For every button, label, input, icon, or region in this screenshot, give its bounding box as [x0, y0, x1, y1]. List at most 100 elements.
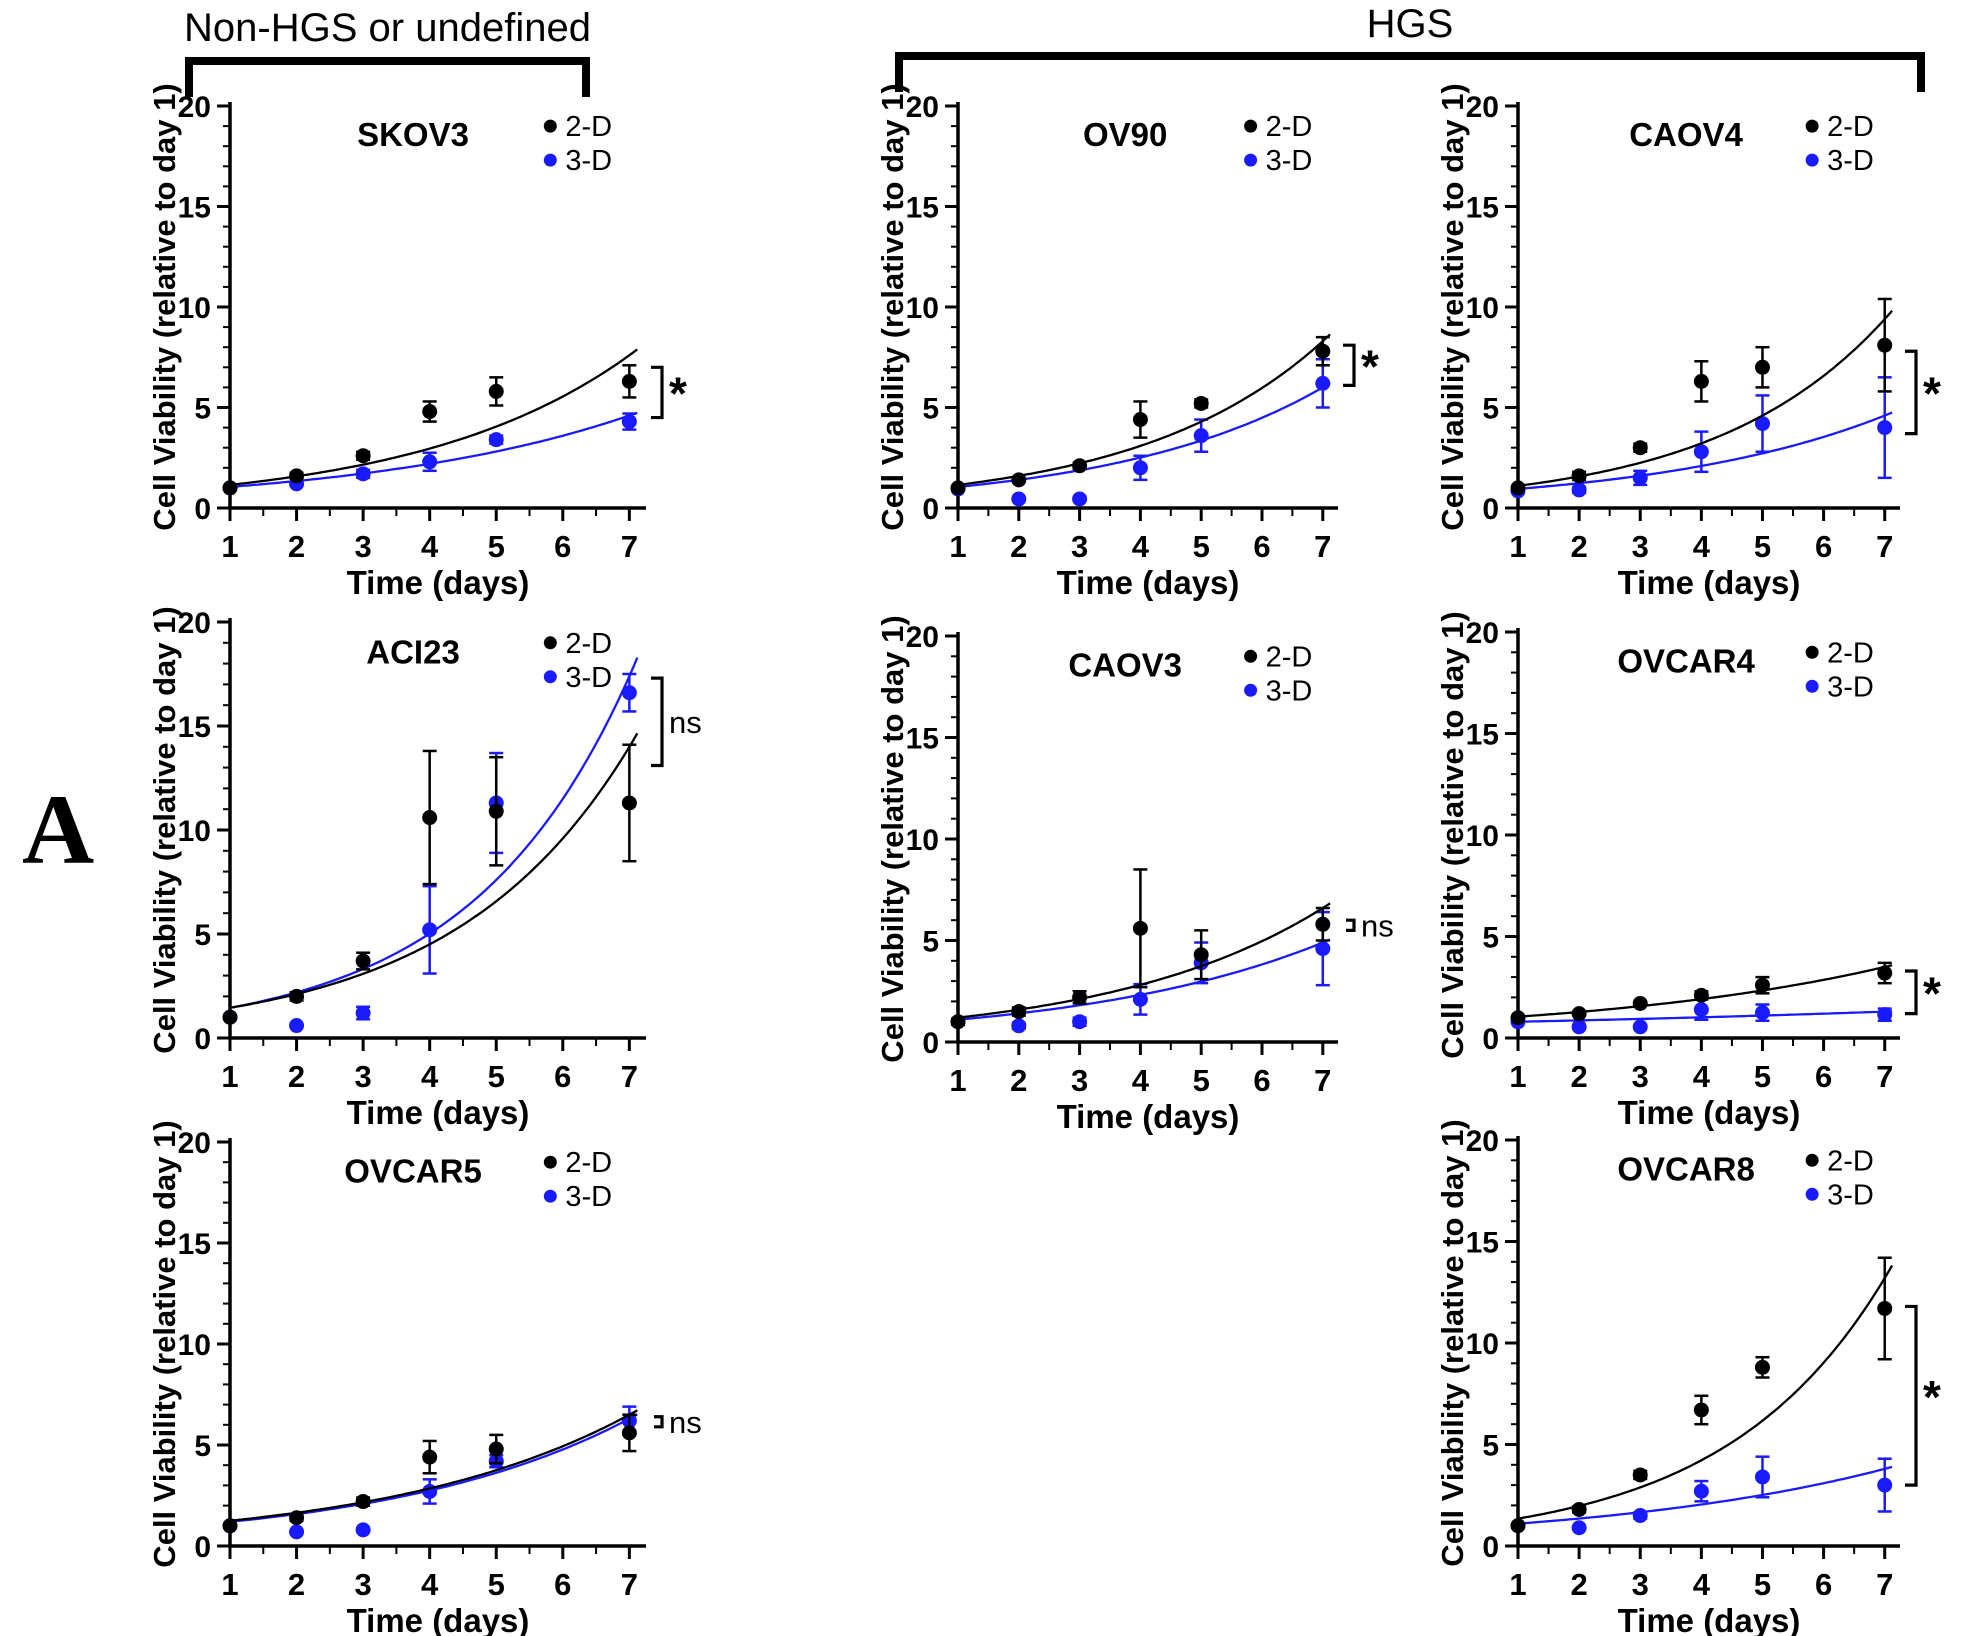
- x-tick-label: 2: [1010, 1063, 1027, 1098]
- legend-dot-3-D: [543, 153, 557, 167]
- hgs-bracket-left-end: [895, 52, 903, 92]
- data-point-2-D-day1: [1510, 480, 1526, 496]
- data-point-3-D-day3: [355, 1522, 371, 1538]
- chart-skov3: 0 5 10 15 20 1 2 3 4 5 6 7 Time (days) Cell Viability…: [147, 83, 710, 601]
- x-tick-label: 3: [354, 1059, 371, 1094]
- x-tick-label: 3: [1632, 529, 1649, 564]
- x-tick-label: 5: [488, 1567, 505, 1602]
- data-point-3-D-day7: [621, 685, 637, 701]
- significance-bracket: [1905, 969, 1918, 1016]
- x-tick-label: 1: [949, 529, 966, 564]
- data-point-2-D-day1: [222, 480, 238, 496]
- significance-bracket: [1346, 918, 1356, 932]
- significance-label: *: [669, 367, 687, 419]
- data-point-3-D-day2: [289, 1524, 305, 1540]
- x-tick-label: 5: [488, 529, 505, 564]
- legend-label-2-D: 2-D: [565, 628, 612, 660]
- data-point-2-D-day4: [1132, 920, 1148, 936]
- data-point-2-D-day4: [422, 810, 438, 826]
- significance-label: ns: [669, 705, 702, 740]
- legend-dot-3-D: [1805, 679, 1819, 693]
- x-tick-label: 1: [1509, 1059, 1526, 1094]
- x-tick-label: 7: [621, 529, 638, 564]
- data-point-2-D-day5: [1754, 977, 1770, 993]
- data-point-2-D-day2: [289, 1510, 305, 1526]
- x-tick-label: 3: [354, 529, 371, 564]
- y-tick-label: 0: [194, 493, 211, 526]
- legend-dot-2-D: [1805, 119, 1819, 133]
- x-tick-label: 3: [1632, 1567, 1649, 1602]
- data-point-2-D-day5: [488, 803, 504, 819]
- x-tick-label: 2: [1570, 1059, 1587, 1094]
- data-point-2-D-day7: [621, 1425, 637, 1441]
- data-point-3-D-day2: [1571, 1520, 1587, 1536]
- legend-item-3-D: 3-D: [1244, 145, 1312, 177]
- legend-item-3-D: 3-D: [1244, 675, 1312, 707]
- legend-dot-2-D: [1244, 119, 1258, 133]
- y-tick-label: 10: [906, 292, 939, 325]
- fit-curve-3-D: [229, 1413, 638, 1523]
- chart-ov90: 0 5 10 15 20 1 2 3 4 5 6 7 Time (days) Cell Viability…: [875, 83, 1402, 601]
- legend-dot-3-D: [1244, 153, 1258, 167]
- chart-title: OVCAR4: [1617, 643, 1755, 680]
- legend-item-3-D: 3-D: [543, 662, 612, 694]
- series-2-D: [222, 743, 637, 1025]
- legend-label-2-D: 2-D: [1827, 637, 1874, 669]
- non-hgs-bracket-left-end: [185, 57, 193, 97]
- data-point-2-D-day1: [1510, 1518, 1526, 1534]
- significance-label: ns: [669, 1405, 702, 1440]
- chart-ovcar4: 0 5 10 15 20 1 2 3 4 5 6 7 Time (days) Cell Viability…: [1435, 611, 1964, 1131]
- series-2-D: [1510, 1256, 1893, 1534]
- significance-bracket: [654, 1415, 664, 1429]
- legend-item-2-D: 2-D: [543, 628, 612, 660]
- data-point-2-D-day5: [1754, 1359, 1770, 1375]
- data-point-2-D-day4: [1132, 412, 1148, 428]
- data-point-2-D-day4: [422, 404, 438, 420]
- x-tick-label: 6: [1815, 529, 1832, 564]
- data-point-3-D-day2: [1011, 491, 1027, 507]
- group-header-hgs: HGS: [1366, 2, 1454, 46]
- fit-curve-3-D: [229, 657, 639, 1009]
- x-tick-label: 2: [288, 1059, 305, 1094]
- fit-curve-2-D: [1517, 310, 1893, 488]
- data-point-2-D-day4: [1693, 987, 1709, 1003]
- data-point-3-D-day5: [1754, 1005, 1770, 1021]
- data-point-2-D-day2: [1571, 468, 1587, 484]
- y-tick-label: 5: [1482, 393, 1499, 426]
- data-point-2-D-day3: [355, 448, 371, 464]
- y-tick-label: 10: [178, 1329, 211, 1362]
- x-tick-label: 2: [1570, 1567, 1587, 1602]
- y-tick-label: 20: [1466, 617, 1499, 650]
- x-tick-label: 5: [1754, 529, 1771, 564]
- chart-caov3: 0 5 10 15 20 1 2 3 4 5 6 7 Time (days) Cell Viability…: [875, 615, 1402, 1135]
- y-tick-label: 10: [906, 824, 939, 857]
- x-tick-label: 6: [554, 1567, 571, 1602]
- series-3-D: [1510, 1455, 1893, 1536]
- x-tick-label: 4: [1693, 1567, 1711, 1602]
- y-axis-title: Cell Viability (relative to day 1): [875, 615, 910, 1062]
- x-axis-title: Time (days): [347, 1602, 530, 1636]
- legend-label-3-D: 3-D: [1266, 675, 1313, 707]
- x-tick-label: 1: [221, 529, 238, 564]
- legend-label-2-D: 2-D: [565, 1147, 612, 1179]
- y-tick-label: 0: [922, 1027, 939, 1060]
- x-tick-label: 7: [621, 1059, 638, 1094]
- data-point-2-D-day2: [1011, 472, 1027, 488]
- y-tick-label: 0: [922, 493, 939, 526]
- data-point-2-D-day3: [1632, 440, 1648, 456]
- data-point-3-D-day7: [1315, 375, 1331, 391]
- data-point-2-D-day3: [355, 953, 371, 969]
- y-tick-label: 0: [194, 1531, 211, 1564]
- x-axis-title: Time (days): [1057, 564, 1240, 601]
- chart-svg-ov90: 0 5 10 15 20 1 2 3 4 5 6 7 Time (days) Cell Viability…: [875, 83, 1379, 601]
- data-point-3-D-day3: [1072, 1014, 1088, 1030]
- chart-title: SKOV3: [357, 116, 469, 153]
- chart-ovcar8: 0 5 10 15 20 1 2 3 4 5 6 7 Time (days) Cell Viability…: [1435, 1119, 1964, 1636]
- legend-dot-3-D: [1805, 1187, 1819, 1201]
- x-tick-label: 6: [1253, 529, 1270, 564]
- legend-label-3-D: 3-D: [565, 1181, 612, 1213]
- data-point-3-D-day7: [1877, 420, 1893, 436]
- data-point-2-D-day7: [1877, 337, 1893, 353]
- y-axis-title: Cell Viability (relative to day 1): [875, 83, 910, 530]
- legend-label-3-D: 3-D: [1827, 1179, 1874, 1211]
